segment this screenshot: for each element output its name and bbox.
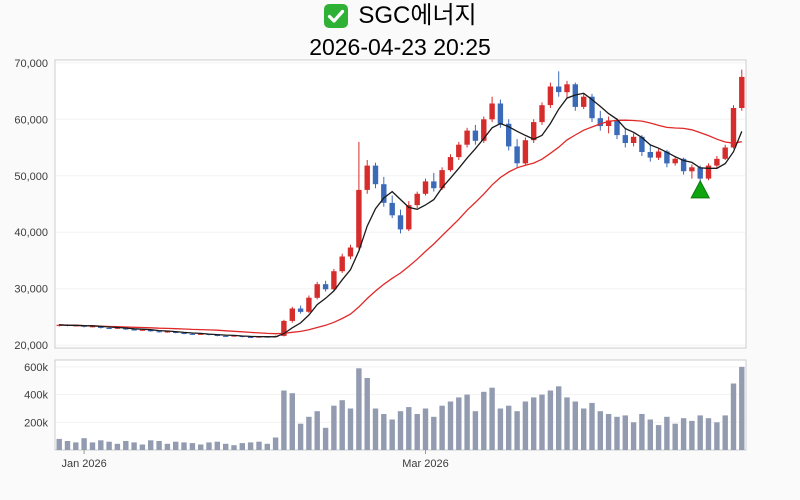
chart-header: SGC에너지 2026-04-23 20:25 [0, 2, 800, 61]
price-tick-label: 40,000 [14, 227, 48, 239]
candlestick-series [56, 69, 745, 338]
chart-title-row: SGC에너지 [323, 2, 477, 30]
price-tick-label: 20,000 [14, 340, 48, 352]
volume-bars [56, 366, 745, 450]
moving-average-lines [59, 92, 743, 338]
triangle-up-icon [690, 179, 711, 199]
date-tick-label: Jan 2026 [61, 458, 106, 470]
buy-signal-marker [690, 179, 711, 199]
volume-tick-label: 400k [24, 390, 48, 402]
chart-panes [54, 59, 747, 451]
date-tick-label: Mar 2026 [402, 458, 448, 470]
price-tick-label: 60,000 [14, 114, 48, 126]
stock-title: SGC에너지 [358, 2, 477, 29]
ma-line-MA20 [59, 119, 742, 335]
price-pane [54, 59, 747, 349]
ma-line-MA5 [59, 92, 743, 338]
price-tick-label: 30,000 [14, 284, 48, 296]
gridlines [56, 62, 745, 423]
check-icon [324, 3, 349, 28]
axis-tick-labels: 20,000 30,000 40,000 50,000 60,000 70,000 200k… [14, 58, 448, 470]
price-tick-label: 70,000 [14, 58, 48, 70]
volume-tick-label: 600k [24, 362, 48, 374]
chart-datetime: 2026-04-23 20:25 [309, 33, 491, 60]
volume-tick-label: 200k [24, 417, 48, 429]
price-tick-label: 50,000 [14, 171, 48, 183]
